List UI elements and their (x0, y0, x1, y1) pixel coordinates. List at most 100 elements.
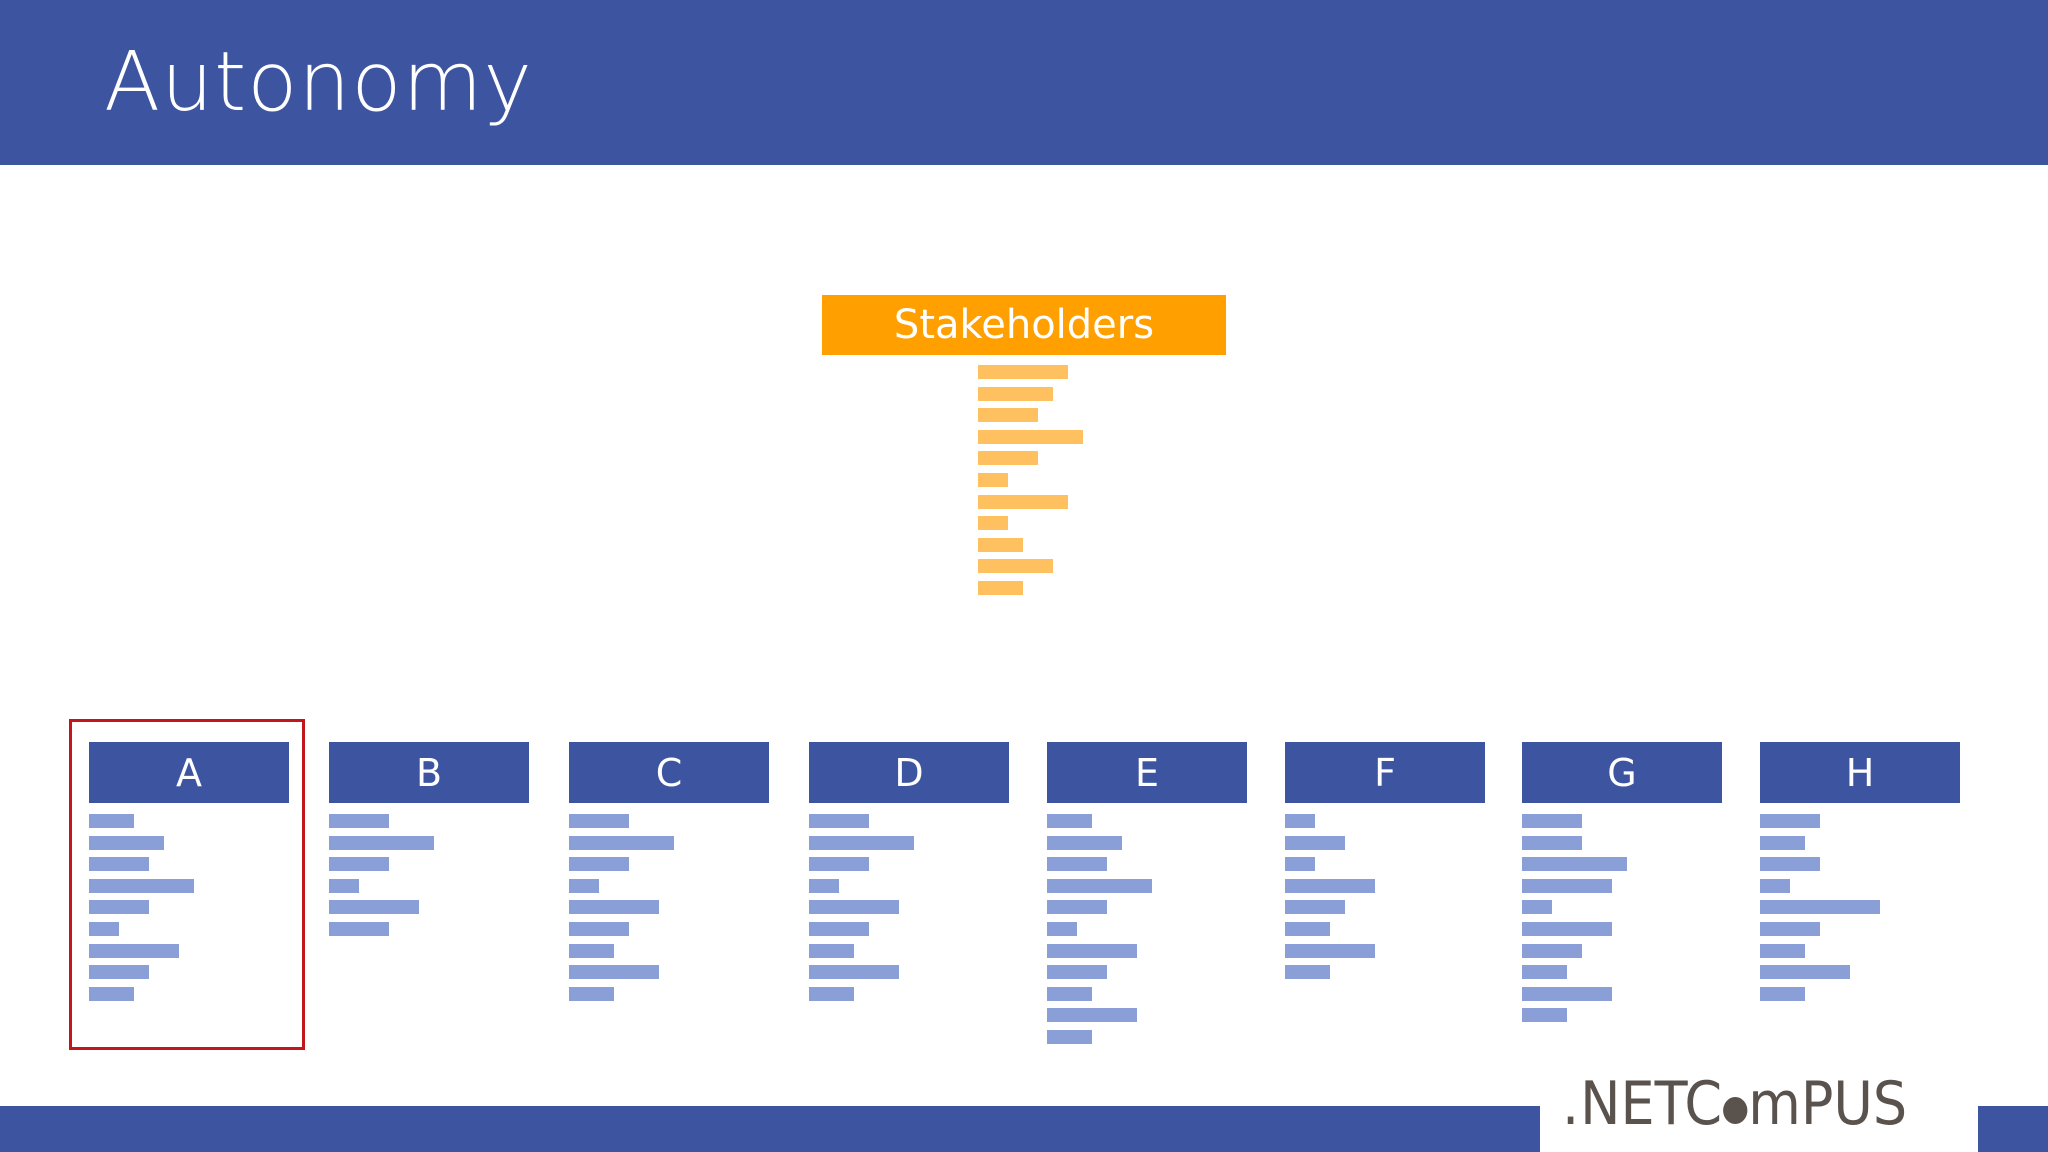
team-item-bar (89, 814, 134, 828)
team-column-a[interactable]: A (89, 742, 289, 1008)
team-item-bar (569, 986, 614, 1001)
team-item-bar (1047, 814, 1092, 828)
team-item-bar (809, 835, 914, 850)
stakeholder-items (978, 365, 1083, 603)
team-item-bar (1047, 965, 1107, 980)
team-item-bar (89, 900, 149, 915)
team-item-bar (1522, 1008, 1567, 1023)
stakeholder-item-bar (978, 451, 1038, 466)
team-item-bar (809, 965, 899, 980)
logo-us-text: US (1833, 1069, 1908, 1139)
logo-dot: . (1562, 1069, 1580, 1139)
team-item-bar (1760, 921, 1820, 936)
team-item-bar (1047, 835, 1122, 850)
team-item-bar (1285, 814, 1315, 828)
team-item-bar (809, 900, 899, 915)
stakeholder-item-bar (978, 516, 1008, 531)
team-header[interactable]: H (1760, 742, 1960, 803)
team-item-bar (1760, 943, 1805, 958)
team-item-bar (809, 857, 869, 872)
team-item-bar (1522, 814, 1582, 828)
team-item-bar (809, 814, 869, 828)
team-header[interactable]: B (329, 742, 529, 803)
team-item-bar (1047, 857, 1107, 872)
stakeholder-item-bar (978, 408, 1038, 423)
team-items (1522, 814, 1722, 1023)
team-item-bar (569, 900, 659, 915)
team-column-f[interactable]: F (1285, 742, 1485, 987)
team-item-bar (569, 814, 629, 828)
team-header[interactable]: G (1522, 742, 1722, 803)
team-item-bar (329, 835, 434, 850)
team-item-bar (1285, 835, 1345, 850)
team-item-bar (1285, 857, 1315, 872)
team-item-bar (1522, 835, 1582, 850)
team-header[interactable]: E (1047, 742, 1247, 803)
team-item-bar (89, 857, 149, 872)
team-item-bar (1285, 900, 1345, 915)
slide-title: Autonomy (104, 35, 533, 130)
team-item-bar (1522, 965, 1567, 980)
team-column-g[interactable]: G (1522, 742, 1722, 1030)
team-item-bar (89, 986, 134, 1001)
team-column-e[interactable]: E (1047, 742, 1247, 1052)
team-item-bar (1047, 1029, 1092, 1044)
team-item-bar (569, 965, 659, 980)
stakeholder-item-bar (978, 429, 1083, 444)
stakeholders-label: Stakeholders (893, 302, 1155, 348)
team-item-bar (1285, 965, 1330, 980)
team-item-bar (1522, 857, 1627, 872)
team-header[interactable]: A (89, 742, 289, 803)
team-item-bar (1047, 900, 1107, 915)
team-header[interactable]: F (1285, 742, 1485, 803)
team-item-bar (1522, 943, 1582, 958)
team-item-bar (1760, 986, 1805, 1001)
team-item-bar (569, 835, 674, 850)
team-column-h[interactable]: H (1760, 742, 1960, 1008)
team-item-bar (89, 878, 194, 893)
team-item-bar (1522, 878, 1612, 893)
team-items (1760, 814, 1960, 1001)
team-item-bar (1047, 943, 1137, 958)
team-item-bar (1760, 814, 1820, 828)
team-column-d[interactable]: D (809, 742, 1009, 1008)
stakeholder-item-bar (978, 537, 1023, 552)
team-item-bar (89, 943, 179, 958)
team-item-bar (1760, 878, 1790, 893)
team-item-bar (329, 857, 389, 872)
stakeholder-item-bar (978, 365, 1068, 379)
team-item-bar (1285, 878, 1375, 893)
team-column-c[interactable]: C (569, 742, 769, 1008)
team-item-bar (1522, 986, 1612, 1001)
logo-m-text: m (1748, 1069, 1801, 1139)
stakeholder-item-bar (978, 472, 1008, 487)
netcampus-logo: .NETC mPUS (1562, 1074, 1913, 1134)
team-item-bar (329, 900, 419, 915)
logo-net-text: NETC (1580, 1069, 1723, 1139)
team-item-bar (89, 835, 164, 850)
team-item-bar (1285, 943, 1375, 958)
team-column-b[interactable]: B (329, 742, 529, 944)
stakeholder-item-bar (978, 386, 1053, 401)
stakeholder-item-bar (978, 580, 1023, 595)
title-bar: Autonomy (0, 0, 2048, 165)
team-item-bar (1760, 900, 1880, 915)
team-item-bar (1285, 921, 1330, 936)
team-item-bar (569, 857, 629, 872)
team-item-bar (1522, 921, 1612, 936)
team-item-bar (809, 986, 854, 1001)
team-item-bar (1760, 835, 1805, 850)
team-items (89, 814, 289, 1001)
team-items (329, 814, 529, 936)
team-header[interactable]: C (569, 742, 769, 803)
team-item-bar (569, 921, 629, 936)
team-item-bar (329, 921, 389, 936)
stakeholder-item-bar (978, 559, 1053, 574)
team-item-bar (569, 878, 599, 893)
team-items (809, 814, 1009, 1001)
team-header[interactable]: D (809, 742, 1009, 803)
team-items (1047, 814, 1247, 1044)
team-item-bar (1047, 986, 1092, 1001)
footer-bar (0, 1106, 1540, 1152)
team-item-bar (1760, 857, 1820, 872)
